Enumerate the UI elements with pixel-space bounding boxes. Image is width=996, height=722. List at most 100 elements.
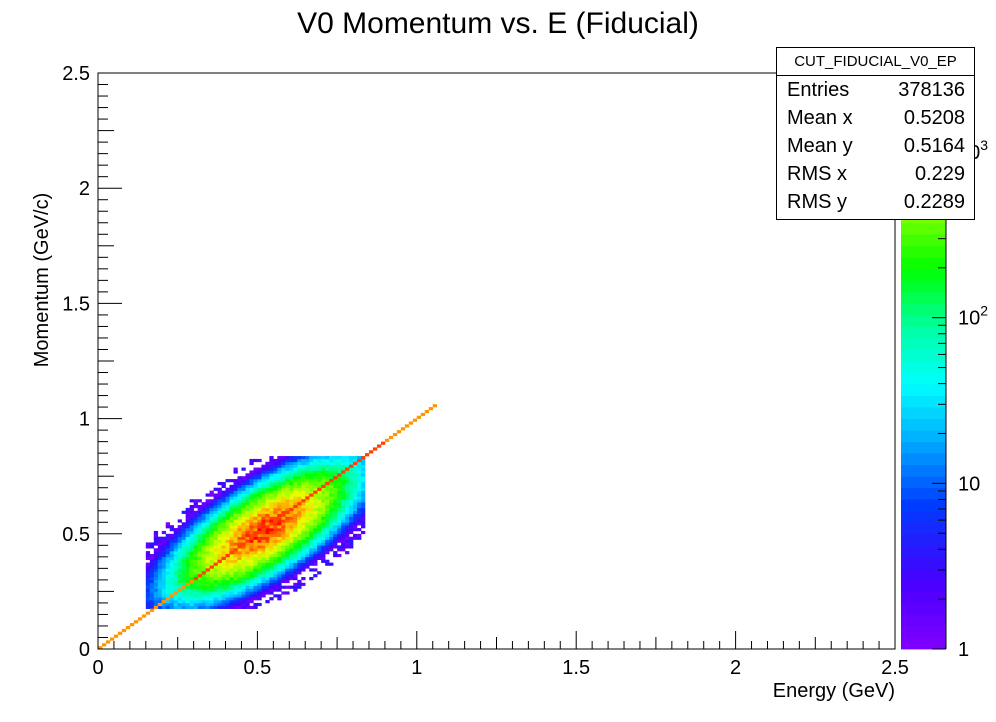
heatmap-cell [241,568,246,572]
heatmap-cell [237,571,242,575]
heatmap-cell [325,519,330,523]
heatmap-cell [229,507,234,512]
heatmap-cell [277,490,282,494]
heatmap-cell [217,553,222,558]
heatmap-cell [261,513,266,517]
heatmap-cell [149,577,155,581]
palette-swatch [901,337,946,350]
heatmap-cell [213,605,218,609]
heatmap-cell [169,542,175,546]
heatmap-cell [329,539,334,543]
heatmap-cell [309,551,314,555]
heatmap-cell [213,507,218,512]
heatmap-cell [205,574,210,578]
heatmap-cell [229,525,234,529]
heatmap-cell [149,591,155,595]
heatmap-cell [145,591,151,595]
heatmap-cell [293,481,298,486]
heatmap-cell [181,605,186,609]
heatmap-cell [293,456,298,460]
stats-row: RMS x 0.229 [777,160,974,188]
heatmap-cell [237,530,242,535]
heatmap-cell [121,628,127,633]
heatmap-cell [321,493,326,497]
heatmap-cell [217,551,222,555]
heatmap-cell [221,530,226,535]
heatmap-cell [245,591,250,595]
heatmap-cell [341,525,346,529]
heatmap-cell [257,502,262,506]
heatmap-cell [197,591,202,595]
heatmap-cell [321,548,326,552]
heatmap-cell [161,577,167,581]
heatmap-cell [301,530,306,535]
heatmap-cell [157,562,163,566]
heatmap-cell [221,525,226,529]
heatmap-cell [293,467,298,471]
heatmap-cell [189,600,194,604]
heatmap-cell [305,522,310,526]
heatmap-cell [173,577,178,581]
heatmap-cell [273,582,278,586]
heatmap-cell [249,461,254,465]
heatmap-cell [321,479,326,483]
heatmap-cell [269,507,274,512]
heatmap-cell [265,516,270,520]
heatmap-cell [177,525,182,529]
heatmap-cell [253,487,258,491]
heatmap-cell [225,597,230,601]
heatmap-cell [341,467,346,471]
heatmap-cell [353,496,358,500]
heatmap-cell [325,513,330,517]
heatmap-cell [297,487,302,491]
heatmap-cell [169,588,175,592]
heatmap-cell [357,487,362,491]
heatmap-cell [241,476,246,480]
heatmap-cell [249,579,254,584]
heatmap-cell [197,551,202,555]
heatmap-cell [321,502,326,506]
heatmap-cell [281,574,286,578]
heatmap-cell [321,470,326,474]
heatmap-cell [177,577,182,581]
heatmap-cell [321,551,326,555]
heatmap-cell [309,479,314,483]
heatmap-cell [297,548,302,552]
heatmap-cell [357,510,362,514]
heatmap-cell [309,577,314,581]
heatmap-cell [301,519,306,523]
heatmap-cell [313,464,318,468]
heatmap-cell [317,519,322,523]
heatmap-cell [325,536,330,540]
heatmap-cell [329,464,334,468]
heatmap-cell [185,565,190,569]
heatmap-cell [145,565,151,569]
heatmap-cell [253,588,258,592]
heatmap-cell [333,530,338,535]
heatmap-cell [261,507,266,512]
heatmap-cell [201,528,206,532]
heatmap-cell [297,481,302,486]
heatmap-cell [269,467,274,471]
heatmap-cell [137,617,143,621]
heatmap-cell [277,476,282,480]
heatmap-cell [293,473,298,477]
heatmap-cell [225,585,230,589]
heatmap-cell [221,493,226,497]
heatmap-cell [349,525,354,529]
heatmap-cell [309,568,314,572]
heatmap-cell [325,484,330,489]
heatmap-cell [321,464,326,468]
heatmap-cell [233,470,238,474]
heatmap-cell [253,574,258,578]
heatmap-cell [157,594,163,598]
heatmap-cell [217,510,222,514]
heatmap-cell [201,559,206,563]
heatmap-cell [249,505,254,509]
heatmap-cell [201,551,206,555]
heatmap-cell [325,542,330,546]
heatmap-cell [241,484,246,489]
heatmap-cell [225,513,230,517]
heatmap-cell [241,553,246,558]
heatmap-cell [253,539,258,543]
